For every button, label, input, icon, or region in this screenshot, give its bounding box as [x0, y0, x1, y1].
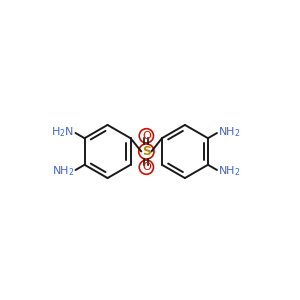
- Text: NH$_2$: NH$_2$: [218, 125, 241, 139]
- Text: O: O: [142, 131, 151, 141]
- Text: S: S: [142, 145, 151, 158]
- Text: H$_2$N: H$_2$N: [51, 125, 74, 139]
- Text: NH$_2$: NH$_2$: [52, 164, 74, 178]
- Text: O: O: [142, 162, 151, 172]
- Text: NH$_2$: NH$_2$: [218, 164, 241, 178]
